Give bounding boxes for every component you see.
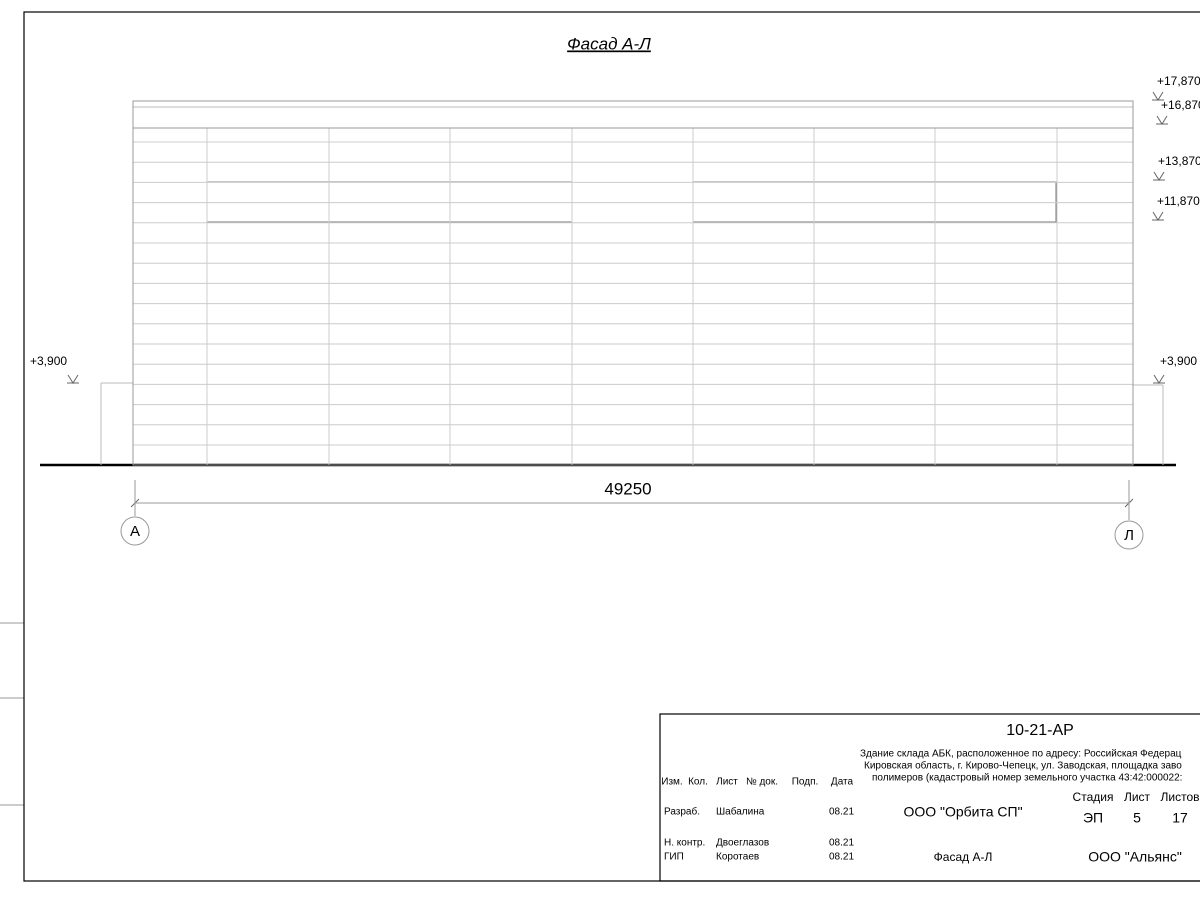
column-header: Изм. (661, 777, 682, 788)
address: Здание склада АБК, расположенное по адре… (860, 749, 1182, 760)
designer: ООО "Орбита СП" (903, 804, 1022, 820)
level-mark: +13,870 (1158, 154, 1200, 168)
level-symbol (67, 374, 79, 384)
level-symbol (1152, 211, 1164, 221)
dimension-label: 49250 (604, 479, 651, 498)
axis-bubble (1114, 520, 1144, 550)
column-header: Подп. (792, 777, 819, 788)
column-header: Лист (716, 777, 738, 788)
title-block: 10-21-АР Здание склада АБК, расположенно… (860, 722, 1182, 864)
address: Кировская область, г. Кирово-Чепецк, ул.… (864, 760, 1182, 772)
role: ГИП (664, 852, 684, 863)
title-block-frame (659, 713, 1200, 882)
window-strip (206, 181, 573, 223)
stage-header: Стадия (1073, 790, 1114, 804)
facade-outline (132, 100, 1134, 466)
date: 08.21 (829, 838, 854, 849)
role: Разраб. (664, 806, 700, 818)
stage-header: Лист (1124, 790, 1151, 804)
level-symbol (1153, 374, 1165, 384)
role: Н. контр. (664, 838, 705, 849)
level-mark: +17,870 (1157, 74, 1200, 88)
company: ООО "Альянс" (1088, 849, 1182, 865)
frame (23, 11, 1200, 882)
axis-label: А (130, 523, 140, 540)
axis-bubble (120, 516, 150, 546)
column-header: Дата (831, 777, 854, 788)
date: 08.21 (829, 852, 854, 863)
doc-code: 10-21-АР (1006, 722, 1074, 739)
level-mark: +3,900 (1160, 354, 1197, 368)
stage-value: ЭП (1083, 810, 1103, 826)
level-symbol (1153, 171, 1165, 181)
person: Двоеглазов (716, 838, 769, 849)
level-symbol (1152, 91, 1164, 101)
stage-value: 5 (1133, 810, 1141, 826)
drawing-title: Фасад А-Л (567, 34, 651, 53)
axis-label: Л (1124, 527, 1134, 544)
person: Коротаев (716, 852, 759, 863)
sheet-title: Фасад А-Л (934, 850, 993, 864)
level-mark: +11,870 (1157, 194, 1200, 208)
level-mark: +3,900 (30, 354, 67, 368)
level-symbol (1156, 115, 1168, 125)
stage-header: Листов (1161, 790, 1200, 804)
column-header: Кол. (688, 777, 708, 788)
stage-value: 17 (1172, 810, 1188, 826)
level-mark: +16,870 (1161, 98, 1200, 112)
address: полимеров (кадастровый номер земельного … (872, 773, 1182, 784)
window-strip (692, 181, 1057, 223)
date: 08.21 (829, 807, 854, 818)
person: Шабалина (716, 806, 765, 818)
column-header: № док. (746, 777, 778, 788)
